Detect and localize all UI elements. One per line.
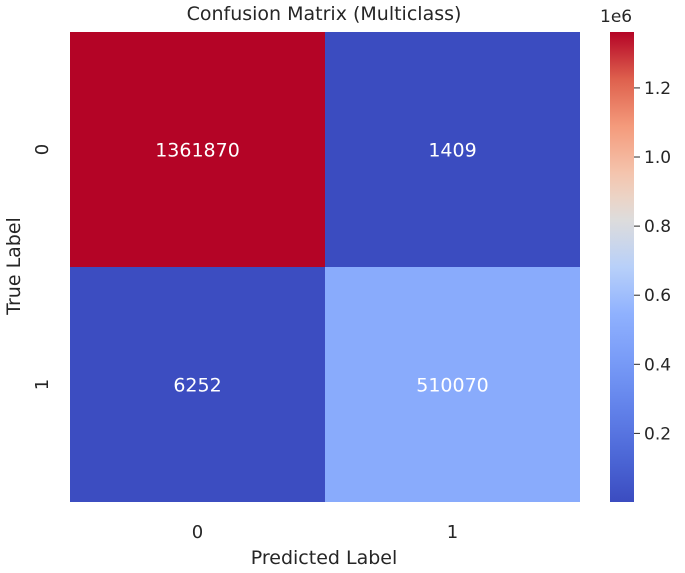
cell-value-label-1-1: 510070 xyxy=(416,375,489,397)
chart-title: Confusion Matrix (Multiclass) xyxy=(187,3,462,25)
colorbar-tick-label-3: 0.8 xyxy=(644,217,671,237)
cell-value-label-1-0: 6252 xyxy=(173,375,221,397)
x-axis-label: Predicted Label xyxy=(251,547,398,569)
heatmap-cell-0-0 xyxy=(70,32,325,267)
x-tick-label-0: 0 xyxy=(192,522,203,543)
colorbar-ticks: 0.2 0.4 0.6 0.8 1.0 1.2 xyxy=(634,79,671,444)
heatmap-cell-1-0 xyxy=(70,267,325,502)
heatmap-cells xyxy=(70,32,580,502)
heatmap-cell-0-1 xyxy=(325,32,580,267)
colorbar xyxy=(610,32,634,502)
heatmap-cell-labels: 1361870 1409 6252 510070 xyxy=(155,140,489,397)
heatmap-cell-1-1 xyxy=(325,267,580,502)
colorbar-tick-label-2: 0.6 xyxy=(644,286,671,306)
colorbar-multiplier-label: 1e6 xyxy=(600,7,632,27)
y-tick-labels: 01 xyxy=(32,144,53,390)
colorbar-tick-label-0: 0.2 xyxy=(644,424,671,444)
y-axis-label: True Label xyxy=(3,217,25,316)
cell-value-label-0-1: 1409 xyxy=(428,140,476,162)
colorbar-tick-label-4: 1.0 xyxy=(644,148,671,168)
cell-value-label-0-0: 1361870 xyxy=(155,140,240,162)
y-tick-label-0: 0 xyxy=(32,144,53,155)
x-tick-label-1: 1 xyxy=(447,522,458,543)
colorbar-tick-label-5: 1.2 xyxy=(644,79,671,99)
colorbar-tick-label-1: 0.4 xyxy=(644,355,671,375)
y-tick-label-1: 1 xyxy=(32,379,53,390)
